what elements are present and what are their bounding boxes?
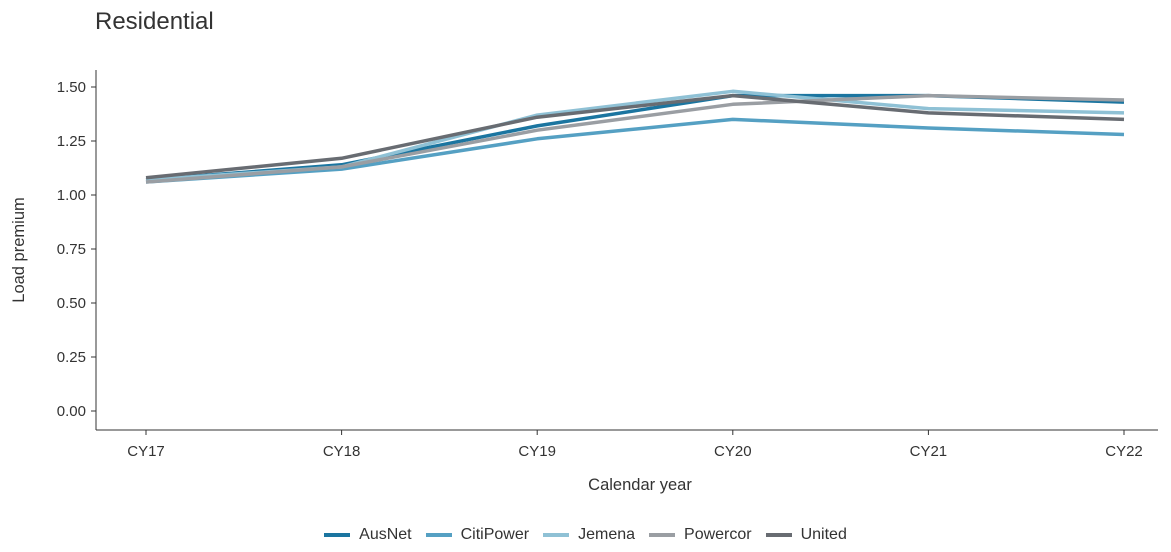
y-tick-label: 0.50 xyxy=(57,295,86,312)
legend-item-ausnet: AusNet xyxy=(324,526,412,544)
series-lines xyxy=(145,89,1125,184)
y-tick-label: 1.00 xyxy=(57,187,86,204)
x-tick-label: CY20 xyxy=(714,443,752,460)
legend-item-jemena: Jemena xyxy=(543,526,635,544)
x-axis-title: Calendar year xyxy=(588,476,692,494)
series-line-united xyxy=(145,93,1125,180)
axes xyxy=(95,70,1158,431)
y-axis-title: Load premium xyxy=(10,197,28,302)
y-tick-label: 1.25 xyxy=(57,133,86,150)
y-tick-label: 0.75 xyxy=(57,241,86,258)
chart-title: Residential xyxy=(95,8,214,35)
x-tick-label: CY19 xyxy=(518,443,556,460)
y-tick-label: 1.50 xyxy=(57,79,86,96)
legend-swatch xyxy=(649,533,676,537)
series-line-jemena xyxy=(145,89,1125,182)
legend-item-powercor: Powercor xyxy=(649,526,752,544)
legend-item-united: United xyxy=(765,526,847,544)
legend-label: Powercor xyxy=(684,526,752,543)
y-ticks: 0.00 0.25 0.50 0.75 1.00 1.25 1.50 xyxy=(57,79,96,420)
legend: AusNet CitiPower Jemena Powercor United xyxy=(0,526,1171,544)
legend-swatch xyxy=(765,533,792,537)
series-line-citipower xyxy=(145,117,1125,184)
x-ticks: CY17 CY18 CY19 CY20 CY21 CY22 xyxy=(127,430,1143,460)
legend-swatch xyxy=(324,533,351,537)
legend-label: CitiPower xyxy=(460,526,530,543)
x-tick-label: CY18 xyxy=(323,443,361,460)
series-line-powercor xyxy=(145,93,1125,184)
legend-swatch xyxy=(543,533,570,537)
legend-label: AusNet xyxy=(359,526,412,543)
line-chart: 0.000.250.500.751.001.251.50 CY17 CY18 CY1… xyxy=(10,70,1158,494)
x-tick-label: CY17 xyxy=(127,443,165,460)
x-tick-label: CY21 xyxy=(910,443,948,460)
legend-label: United xyxy=(800,526,847,543)
legend-label: Jemena xyxy=(578,526,636,543)
y-tick-label: 0.00 xyxy=(57,403,86,420)
legend-item-citipower: CitiPower xyxy=(425,526,530,544)
y-tick-label: 0.25 xyxy=(57,349,86,366)
legend-swatch xyxy=(425,533,452,537)
x-tick-label: CY22 xyxy=(1105,443,1143,460)
